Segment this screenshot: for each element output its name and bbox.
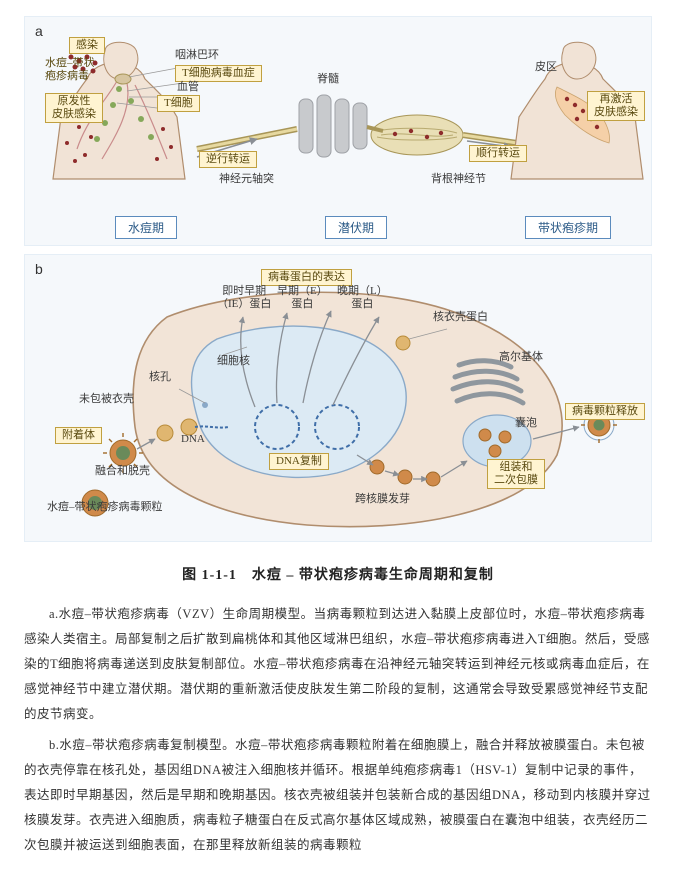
label-vzv-particle: 水痘–带状疱疹病毒颗粒 [47,501,163,514]
panel-b: b [24,254,652,542]
label-tcell: T细胞 [157,95,200,112]
label-blood-vessel: 血管 [177,81,199,94]
phase-latent: 潜伏期 [325,216,387,239]
label-dna: DNA [181,433,205,446]
label-dna-rep: DNA复制 [269,453,329,470]
label-l: 晚期（L） 蛋白 [337,285,388,310]
label-tcell-viremia: T细胞病毒血症 [175,65,262,82]
panel-a-svg [47,39,651,209]
figure-caption-title: 图 1-1-1 水痘 – 带状疱疹病毒生命周期和复制 [24,564,652,584]
label-react-skin: 再激活 皮肤感染 [587,91,645,121]
label-assembly: 组装和 二次包膜 [487,459,545,489]
label-neuron-axon: 神经元轴突 [219,173,274,186]
panel-a: a [24,16,652,246]
label-dermatome: 皮区 [535,61,557,74]
label-anterograde: 顺行转运 [469,145,527,162]
label-nucleus: 细胞核 [217,355,250,368]
label-attachment: 附着体 [55,427,102,444]
label-drg: 背根神经节 [431,173,486,186]
label-golgi: 高尔基体 [499,351,543,364]
label-ie: 即时早期 （IE）蛋白 [217,285,271,310]
phase-zoster: 带状疱疹期 [525,216,611,239]
label-trans-nuc: 跨核膜发芽 [355,493,410,506]
label-nucleus-pore: 核孔 [149,371,171,384]
label-e: 早期（E） 蛋白 [277,285,328,310]
label-primary-skin: 原发性 皮肤感染 [45,93,103,123]
caption-para-a: a.水痘–带状疱疹病毒（VZV）生命周期模型。当病毒颗粒到达进入黏膜上皮部位时，… [24,602,652,727]
label-virus-name: 水痘–带状 疱疹病毒 [45,57,95,82]
label-spinal-cord: 脊髓 [317,73,339,86]
label-protein-expr: 病毒蛋白的表达 [261,269,352,286]
label-fusion: 融合和脱壳 [95,465,150,478]
label-uncoated: 未包被衣壳 [79,393,134,406]
label-nucleocapsid: 核衣壳蛋白 [433,311,488,324]
panel-b-letter: b [35,261,43,277]
label-retrograde: 逆行转运 [199,151,257,168]
label-vesicle: 囊泡 [515,417,537,430]
panel-b-svg [47,277,651,539]
panel-a-letter: a [35,23,43,39]
caption-para-b: b.水痘–带状疱疹病毒复制模型。水痘–带状疱疹病毒颗粒附着在细胞膜上，融合并释放… [24,733,652,858]
label-infection: 感染 [69,37,105,54]
label-waldeyer: 咽淋巴环 [175,49,219,62]
phase-varicella: 水痘期 [115,216,177,239]
figure-caption-body: a.水痘–带状疱疹病毒（VZV）生命周期模型。当病毒颗粒到达进入黏膜上皮部位时，… [24,602,652,858]
label-release: 病毒颗粒释放 [565,403,645,420]
